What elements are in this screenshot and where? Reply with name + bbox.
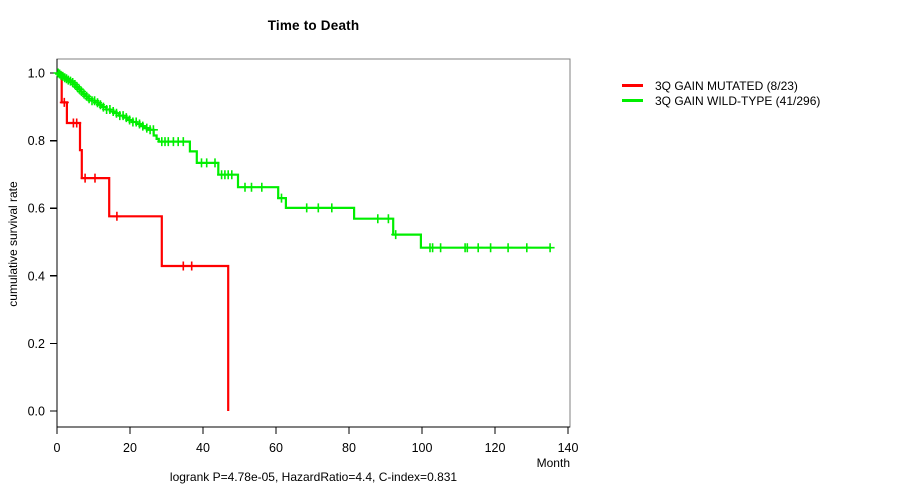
x-tick-label: 80 [342,441,356,455]
chart-title: Time to Death [267,18,360,33]
x-tick-label: 100 [412,441,433,455]
y-tick-label: 1.0 [28,67,45,81]
x-tick-label: 120 [485,441,506,455]
legend-item-0: 3Q GAIN MUTATED (8/23) [622,78,820,93]
censor-marks-1 [53,68,555,253]
legend-item-1: 3Q GAIN WILD-TYPE (41/296) [622,93,820,108]
y-tick-label: 0.2 [28,337,45,351]
legend-line-swatch [622,84,643,87]
plot-box [56,58,571,428]
stats-annotation: logrank P=4.78e-05, HazardRatio=4.4, C-i… [169,470,458,484]
x-tick-label: 20 [123,441,137,455]
y-tick-label: 0.4 [28,269,45,283]
y-tick-label: 0.8 [28,134,45,148]
legend-label: 3Q GAIN WILD-TYPE (41/296) [655,93,821,108]
legend-line-swatch [622,99,643,102]
x-tick-label: 40 [196,441,210,455]
legend: 3Q GAIN MUTATED (8/23) 3Q GAIN WILD-TYPE … [622,78,820,108]
y-tick-label: 0.6 [28,202,45,216]
legend-label: 3Q GAIN MUTATED (8/23) [655,78,798,93]
y-tick-label: 0.0 [28,405,45,419]
x-tick-label: 140 [558,441,579,455]
censor-marks-0 [59,97,197,271]
survival-curve-1 [57,71,551,249]
x-axis-label: Month [536,456,570,470]
x-tick-label: 60 [269,441,283,455]
x-tick-label: 0 [54,441,61,455]
